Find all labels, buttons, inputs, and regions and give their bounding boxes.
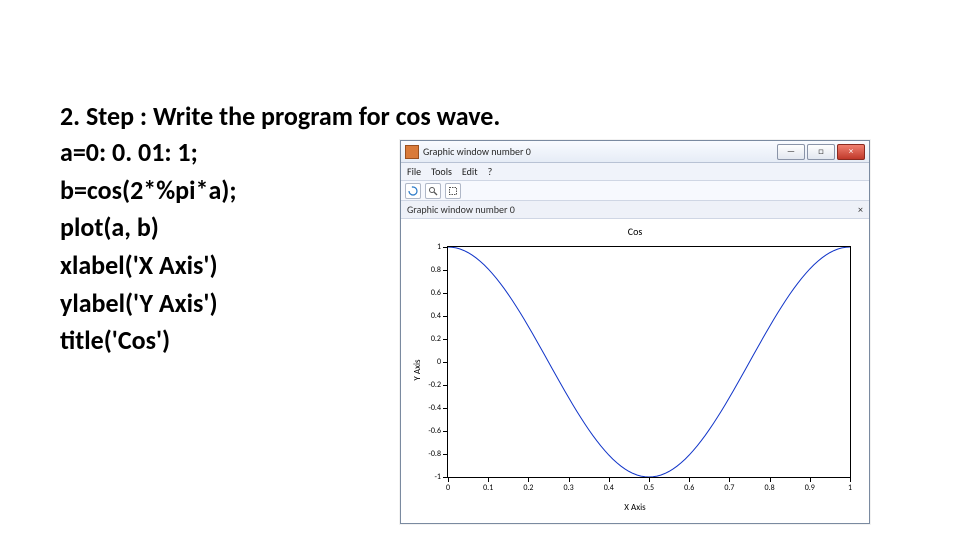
- xticklabel: 0.7: [724, 483, 734, 493]
- xtick: [609, 477, 610, 482]
- maximize-button[interactable]: □: [807, 144, 835, 160]
- yticklabel: 0.6: [431, 288, 441, 298]
- menu-edit[interactable]: Edit: [462, 165, 478, 178]
- xtick: [528, 477, 529, 482]
- xticklabel: 0.2: [523, 483, 533, 493]
- yticklabel: -0.8: [428, 449, 441, 459]
- yticklabel: -0.6: [428, 426, 441, 436]
- ytick: [443, 385, 448, 386]
- xticklabel: 0: [446, 483, 450, 493]
- chart-axes: -1-0.8-0.6-0.4-0.200.20.40.60.8100.10.20…: [447, 246, 851, 478]
- xtick: [649, 477, 650, 482]
- xtick: [810, 477, 811, 482]
- menu-help[interactable]: ?: [488, 165, 493, 178]
- zoom-icon[interactable]: [425, 183, 441, 199]
- window-title: Graphic window number 0: [423, 145, 531, 158]
- yticklabel: 0.2: [431, 334, 441, 344]
- plot-area: Y Axis -1-0.8-0.6-0.4-0.200.20.40.60.810…: [409, 240, 861, 500]
- titlebar[interactable]: Graphic window number 0 — □ ×: [401, 141, 869, 163]
- tab-label[interactable]: Graphic window number 0: [407, 203, 515, 216]
- xticklabel: 0.4: [604, 483, 614, 493]
- ytick: [443, 339, 448, 340]
- xticklabel: 0.1: [483, 483, 493, 493]
- xtick: [569, 477, 570, 482]
- code-line-6: title('Cos'): [60, 322, 400, 360]
- ytick: [443, 454, 448, 455]
- menubar: File Tools Edit ?: [401, 163, 869, 181]
- yticklabel: -1: [434, 472, 441, 482]
- close-button[interactable]: ×: [837, 144, 865, 160]
- chart-ylabel: Y Axis: [412, 359, 423, 380]
- minimize-button[interactable]: —: [777, 144, 805, 160]
- xticklabel: 0.6: [684, 483, 694, 493]
- xtick: [850, 477, 851, 482]
- menu-tools[interactable]: Tools: [431, 165, 452, 178]
- ytick: [443, 431, 448, 432]
- cosine-curve: [448, 247, 850, 477]
- ytick: [443, 270, 448, 271]
- ytick: [443, 247, 448, 248]
- chart-title: Cos: [409, 225, 861, 238]
- xtick: [488, 477, 489, 482]
- ytick: [443, 293, 448, 294]
- toolbar: [401, 181, 869, 201]
- tabbar: Graphic window number 0 ×: [401, 201, 869, 219]
- code-line-4: xlabel('X Axis'): [60, 247, 400, 285]
- code-line-5: ylabel('Y Axis'): [60, 285, 400, 323]
- select-icon[interactable]: [445, 183, 461, 199]
- xticklabel: 0.3: [564, 483, 574, 493]
- xtick: [729, 477, 730, 482]
- code-line-1: a=0: 0. 01: 1;: [60, 134, 400, 172]
- xtick: [448, 477, 449, 482]
- xticklabel: 0.9: [805, 483, 815, 493]
- xtick: [770, 477, 771, 482]
- rotate-icon[interactable]: [405, 183, 421, 199]
- xticklabel: 0.8: [765, 483, 775, 493]
- step-heading: 2. Step : Write the program for cos wave…: [60, 100, 400, 132]
- xticklabel: 1: [848, 483, 852, 493]
- ytick: [443, 408, 448, 409]
- ytick: [443, 316, 448, 317]
- chart-xlabel: X Axis: [409, 502, 861, 513]
- xticklabel: 0.5: [644, 483, 654, 493]
- yticklabel: -0.2: [428, 380, 441, 390]
- ytick: [443, 362, 448, 363]
- code-line-2: b=cos(2*%pi*a);: [60, 172, 400, 210]
- yticklabel: -0.4: [428, 403, 441, 413]
- graphic-window: Graphic window number 0 — □ × File Tools…: [400, 140, 870, 524]
- menu-file[interactable]: File: [407, 165, 421, 178]
- xtick: [689, 477, 690, 482]
- app-icon: [405, 145, 419, 159]
- yticklabel: 0.8: [431, 265, 441, 275]
- tab-close-icon[interactable]: ×: [858, 203, 863, 216]
- yticklabel: 0: [437, 357, 441, 367]
- yticklabel: 0.4: [431, 311, 441, 321]
- yticklabel: 1: [437, 242, 441, 252]
- code-line-3: plot(a, b): [60, 209, 400, 247]
